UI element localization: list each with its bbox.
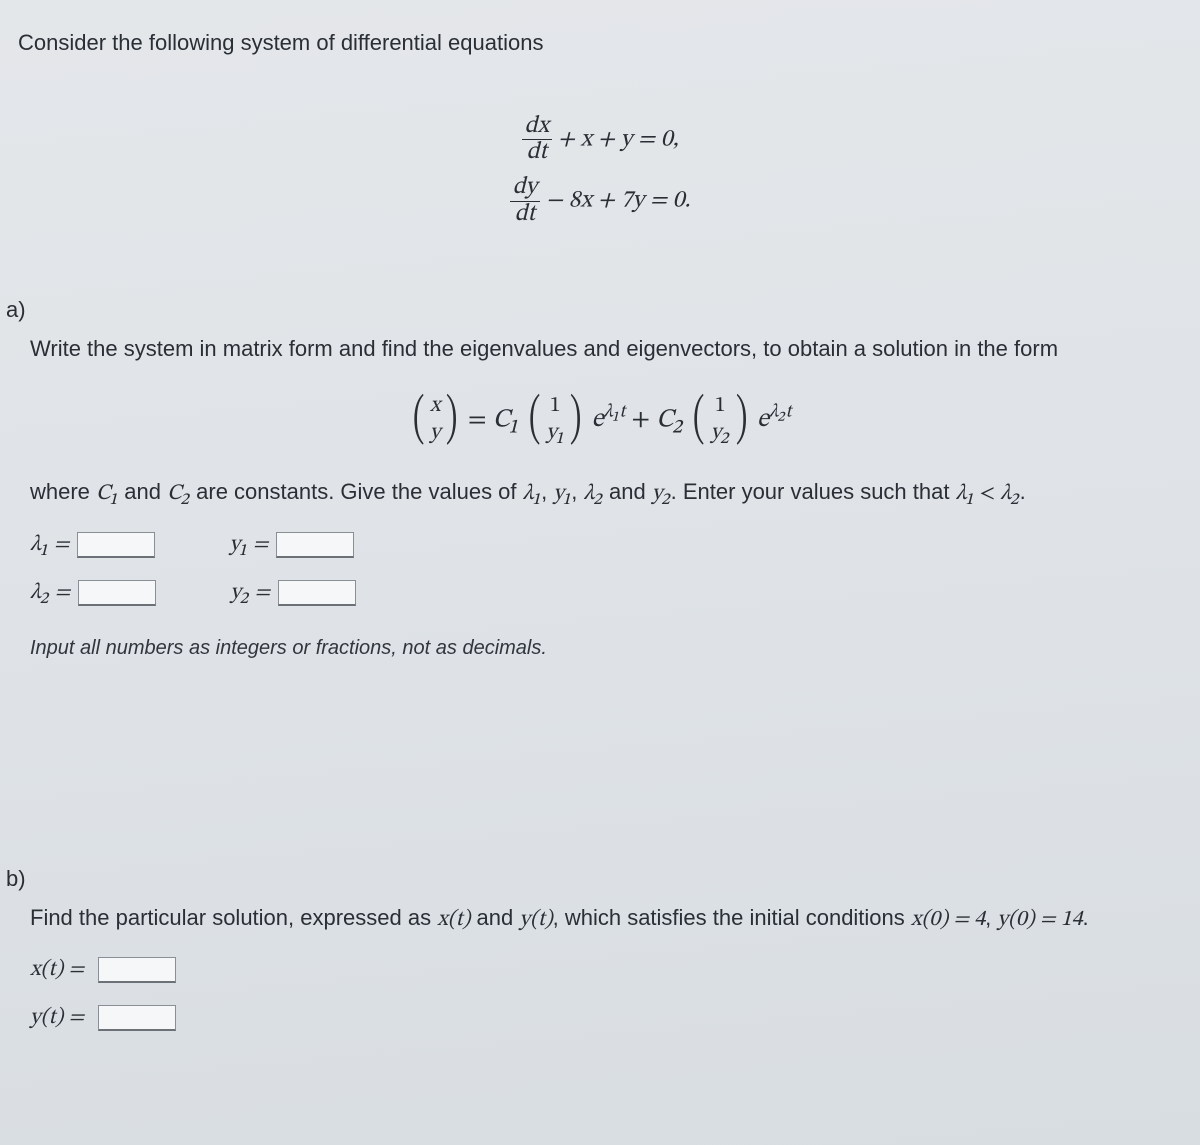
answer-row-xt: x(t) = <box>0 950 1200 990</box>
input-y2[interactable] <box>278 580 356 606</box>
label-yt: y(t) = <box>30 1004 84 1032</box>
vertical-spacer <box>0 666 1200 836</box>
label-lambda2: λ₂ = <box>30 579 70 607</box>
solution-form: ( x y ) = C₁ ( 1 y₁ ) eλ₁t + C₂ ( 1 y <box>0 393 1200 448</box>
part-a-hint: Input all numbers as integers or fractio… <box>0 621 1200 666</box>
c2-label: C₂ <box>656 407 683 433</box>
eq2-rest: − 8x + 7y = 0. <box>540 189 690 213</box>
vector-xy: ( x y ) <box>409 393 462 448</box>
exp2: eλ₂t <box>757 407 791 433</box>
input-xt[interactable] <box>98 957 176 983</box>
eigenvector-2: ( 1 y₂ ) <box>689 393 750 448</box>
part-b-text: Find the particular solution, expressed … <box>0 896 1200 943</box>
eq1-num: dx <box>522 114 552 140</box>
answer-row-2: λ₂ = y₂ = <box>0 573 1200 613</box>
eq1-den: dt <box>522 140 552 165</box>
eq1-rest: + x + y = 0, <box>552 127 679 151</box>
part-a-where: where C₁ and C₂ are constants. Give the … <box>0 470 1200 517</box>
label-xt: x(t) = <box>30 956 84 984</box>
input-lambda1[interactable] <box>77 532 155 558</box>
eq2-num: dy <box>510 175 541 201</box>
answer-row-1: λ₁ = y₁ = <box>0 525 1200 565</box>
input-lambda2[interactable] <box>78 580 156 606</box>
label-lambda1: λ₁ = <box>30 531 69 559</box>
eq2-den: dt <box>510 202 541 227</box>
label-y2: y₂ = <box>230 579 270 607</box>
plus-sign: + <box>631 407 656 433</box>
equals-sign: = <box>468 407 493 433</box>
answer-row-yt: y(t) = <box>0 998 1200 1038</box>
label-y1: y₁ = <box>229 531 268 559</box>
page-root: Consider the following system of differe… <box>0 0 1200 1145</box>
equation-1: dx dt + x + y = 0, <box>0 114 1200 165</box>
equation-2: dy dt − 8x + 7y = 0. <box>0 175 1200 226</box>
part-a-label: a) <box>0 267 1200 327</box>
input-y1[interactable] <box>276 532 354 558</box>
input-yt[interactable] <box>98 1005 176 1031</box>
part-b-label: b) <box>0 836 1200 896</box>
exp1: eλ₁t <box>592 407 632 433</box>
c1-label: C₁ <box>493 407 519 433</box>
differential-equations: dx dt + x + y = 0, dy dt − 8x + 7y = 0. <box>0 64 1200 267</box>
eigenvector-1: ( 1 y₁ ) <box>525 393 586 448</box>
part-a-text: Write the system in matrix form and find… <box>0 327 1200 371</box>
intro-text: Consider the following system of differe… <box>0 0 1200 64</box>
